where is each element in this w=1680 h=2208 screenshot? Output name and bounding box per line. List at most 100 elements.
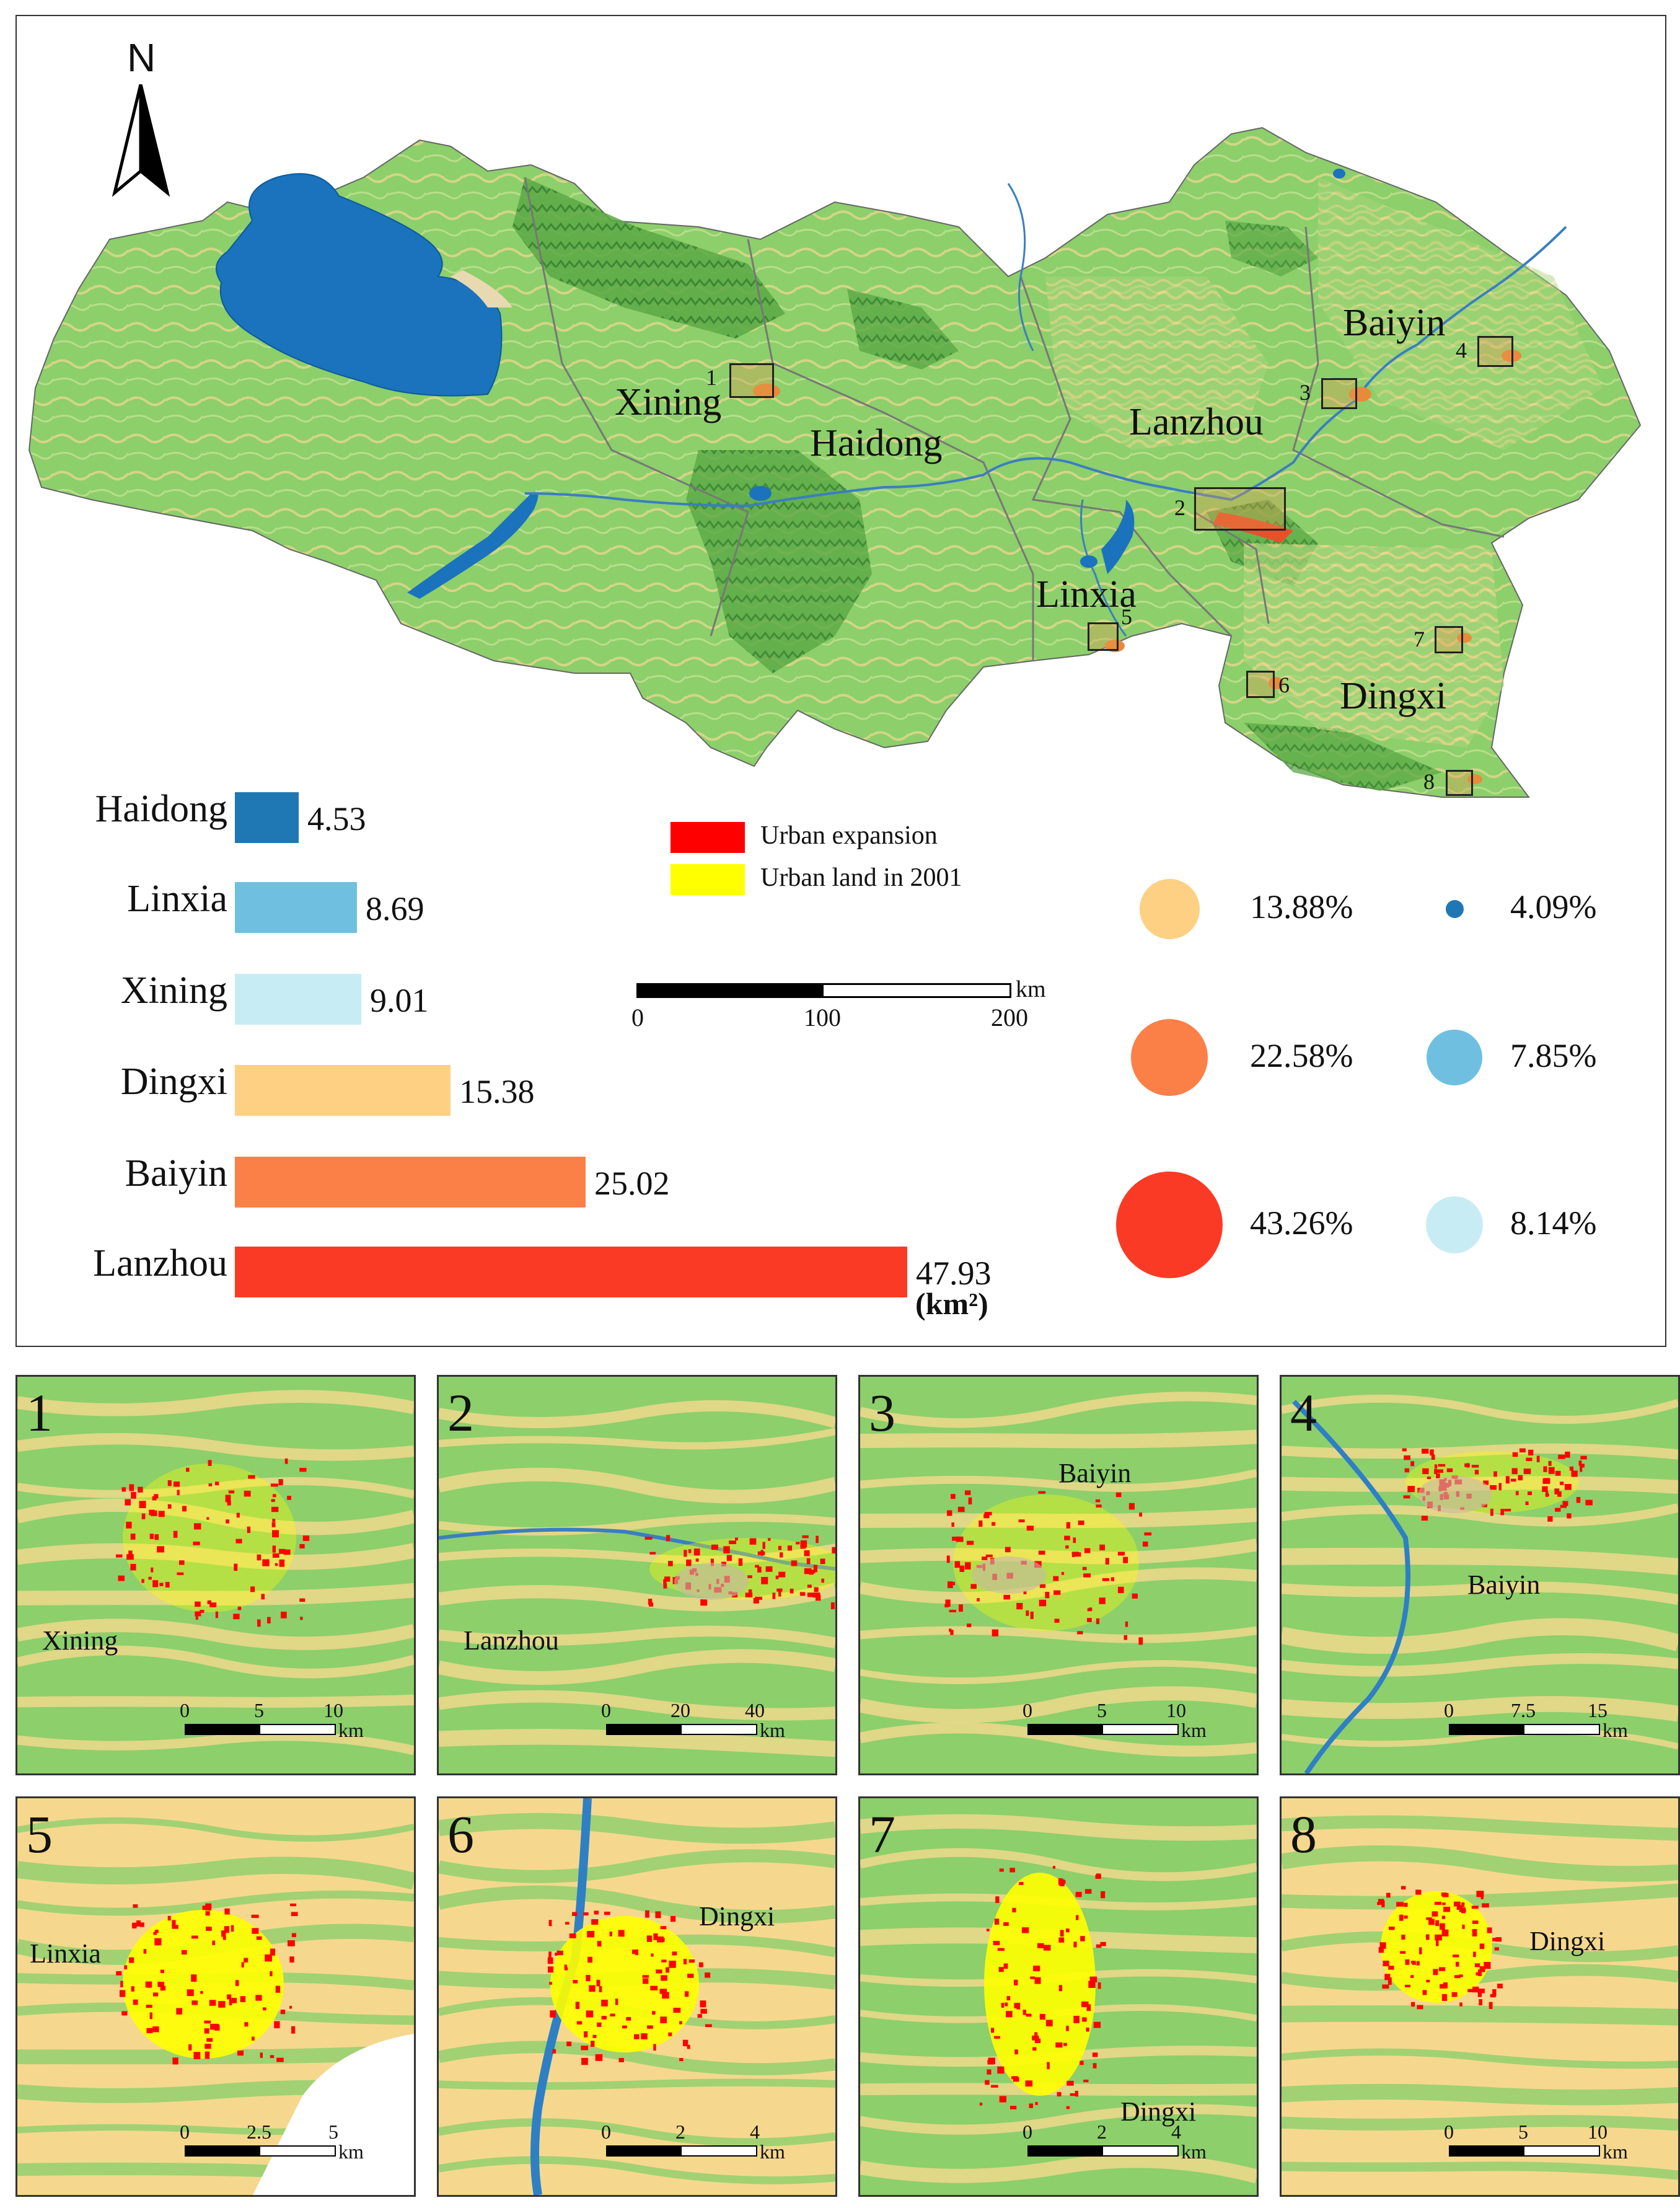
panel-scale-segment-black	[185, 2145, 262, 2157]
zoom-box-8-label: 8	[1423, 769, 1435, 794]
panel-scale-segment-black	[1027, 2145, 1104, 2157]
bar-dingxi	[235, 1065, 451, 1116]
zoom-box-3[interactable]	[1321, 378, 1357, 409]
panel-number: 7	[869, 1804, 895, 1864]
city-label-baiyin: Baiyin	[1343, 302, 1446, 344]
scale-segment-white	[822, 983, 1011, 998]
percent-circle	[1131, 1019, 1208, 1096]
scale-tick-100: 100	[804, 1004, 841, 1031]
scale-tick-0: 0	[631, 1004, 644, 1031]
percent-label: 8.14%	[1510, 1204, 1597, 1242]
panel-scale-segment-black	[606, 1724, 683, 1735]
panel-scale-tick: 0	[180, 1699, 190, 1721]
panel-scale-tick: 0	[601, 2121, 611, 2143]
legend-label-urban-land-2001: Urban land in 2001	[760, 863, 962, 892]
panel-scale-tick: 0	[1444, 1699, 1454, 1721]
panel-scale-tick: 5	[1097, 1699, 1107, 1721]
zoom-box-4[interactable]	[1477, 336, 1513, 367]
panel-scale-segment-black	[1027, 1724, 1104, 1735]
zoom-box-1-label: 1	[706, 365, 717, 390]
panel-scale-segment-white	[1102, 1724, 1179, 1735]
panel-scale-segment-black	[185, 1724, 262, 1735]
zoom-box-4-label: 4	[1456, 338, 1467, 363]
bar-chart-unit: (km²)	[915, 1286, 988, 1321]
zoom-box-7[interactable]	[1435, 626, 1463, 653]
panel-scale-tick: 0	[1444, 2121, 1454, 2143]
percent-circle	[1426, 1196, 1483, 1253]
zoom-panel-map	[860, 1814, 1257, 2184]
city-label-linxia: Linxia	[1036, 573, 1137, 616]
zoom-box-2[interactable]	[1194, 487, 1286, 531]
zoom-panel-3: 3 Baiyin 0 5 10 km	[858, 1375, 1259, 1775]
legend-swatch-urban-expansion	[671, 822, 745, 853]
panel-scale-unit: km	[760, 2140, 785, 2163]
panel-scale-unit: km	[338, 2140, 364, 2163]
panel-number: 6	[447, 1804, 474, 1864]
panel-number: 1	[26, 1383, 53, 1442]
panel-scale-unit: km	[1603, 2140, 1628, 2163]
bar-category-label: Lanzhou	[93, 1242, 227, 1284]
bar-value-label: 8.69	[366, 890, 424, 927]
panel-number: 4	[1290, 1383, 1317, 1442]
panel-city-label: Dingxi	[1529, 1926, 1606, 1956]
bar-category-label: Baiyin	[125, 1152, 227, 1195]
panel-city-label: Baiyin	[1467, 1570, 1541, 1600]
city-label-xining: Xining	[615, 381, 722, 423]
panel-number: 3	[869, 1383, 895, 1442]
panel-city-label: Lanzhou	[464, 1625, 559, 1656]
north-label: N	[127, 35, 156, 80]
zoom-panel-map	[439, 1798, 835, 2195]
zoom-box-6[interactable]	[1246, 671, 1275, 698]
zoom-box-5[interactable]	[1088, 622, 1119, 651]
bar-value-label: 25.02	[594, 1165, 670, 1202]
panel-city-label: Dingxi	[1120, 2096, 1197, 2127]
panel-scale-tick: 5	[254, 1699, 264, 1721]
zoom-box-8[interactable]	[1446, 770, 1473, 796]
panel-scale-segment-white	[259, 2145, 336, 2157]
percent-label: 13.88%	[1250, 888, 1353, 925]
panel-scale-segment-white	[1523, 1724, 1600, 1735]
zoom-panel-2: 2 Lanzhou 0 20 40 km	[437, 1375, 837, 1775]
panel-scale-tick: 0	[1023, 2121, 1032, 2143]
zoom-box-5-label: 5	[1121, 604, 1132, 629]
bar-category-label: Linxia	[127, 878, 227, 920]
panel-scale-segment-white	[259, 1724, 336, 1735]
percent-label: 43.26%	[1250, 1204, 1353, 1242]
zoom-panel-7: 7 Dingxi 0 2 4 km	[858, 1796, 1259, 2197]
percent-label: 7.85%	[1510, 1037, 1597, 1074]
percent-circle	[1427, 1030, 1482, 1085]
panel-scale-tick: 0	[180, 2121, 190, 2143]
scale-tick-200: 200	[991, 1004, 1028, 1031]
panel-scale-tick: 5	[1518, 2121, 1528, 2143]
panel-city-label: Linxia	[30, 1938, 101, 1969]
panel-scale-tick: 40	[745, 1699, 765, 1721]
percent-label: 22.58%	[1250, 1037, 1353, 1074]
panel-scale-tick: 4	[1171, 2121, 1181, 2143]
north-arrow: N	[108, 35, 183, 197]
zoom-box-3-label: 3	[1300, 380, 1311, 405]
panel-scale-tick: 20	[671, 1699, 690, 1721]
bar-value-label: 15.38	[459, 1073, 535, 1110]
zoom-box-1[interactable]	[729, 363, 774, 398]
panel-scale-unit: km	[1181, 1719, 1207, 1741]
zoom-panel-map	[439, 1400, 835, 1757]
panel-number: 2	[447, 1383, 474, 1442]
panel-scale-segment-white	[680, 1724, 757, 1735]
bar-value-label: 9.01	[370, 982, 429, 1019]
yellow-river	[524, 226, 1567, 508]
zoom-panel-1: 1 Xining 0 5 10 km	[15, 1375, 416, 1775]
panel-scale-tick: 0	[601, 1699, 611, 1721]
panel-scale-tick: 2	[1097, 2121, 1107, 2143]
panel-scale-tick: 5	[328, 2121, 338, 2143]
percent-label: 4.09%	[1510, 888, 1597, 925]
panel-scale-tick: 0	[1023, 1699, 1032, 1721]
panel-scale-unit: km	[760, 1719, 785, 1741]
panel-scale-segment-black	[606, 2145, 683, 2157]
bar-linxia	[235, 882, 357, 933]
zoom-panel-map	[17, 1817, 414, 2195]
scale-segment-black	[636, 983, 824, 998]
main-scale-bar: 0 100 200 km	[630, 976, 1046, 1045]
panel-scale-tick: 7.5	[1511, 1699, 1536, 1721]
zoom-panel-6: 6 Dingxi 0 2 4 km	[437, 1796, 837, 2197]
bar-value-label: 47.93	[916, 1255, 992, 1292]
